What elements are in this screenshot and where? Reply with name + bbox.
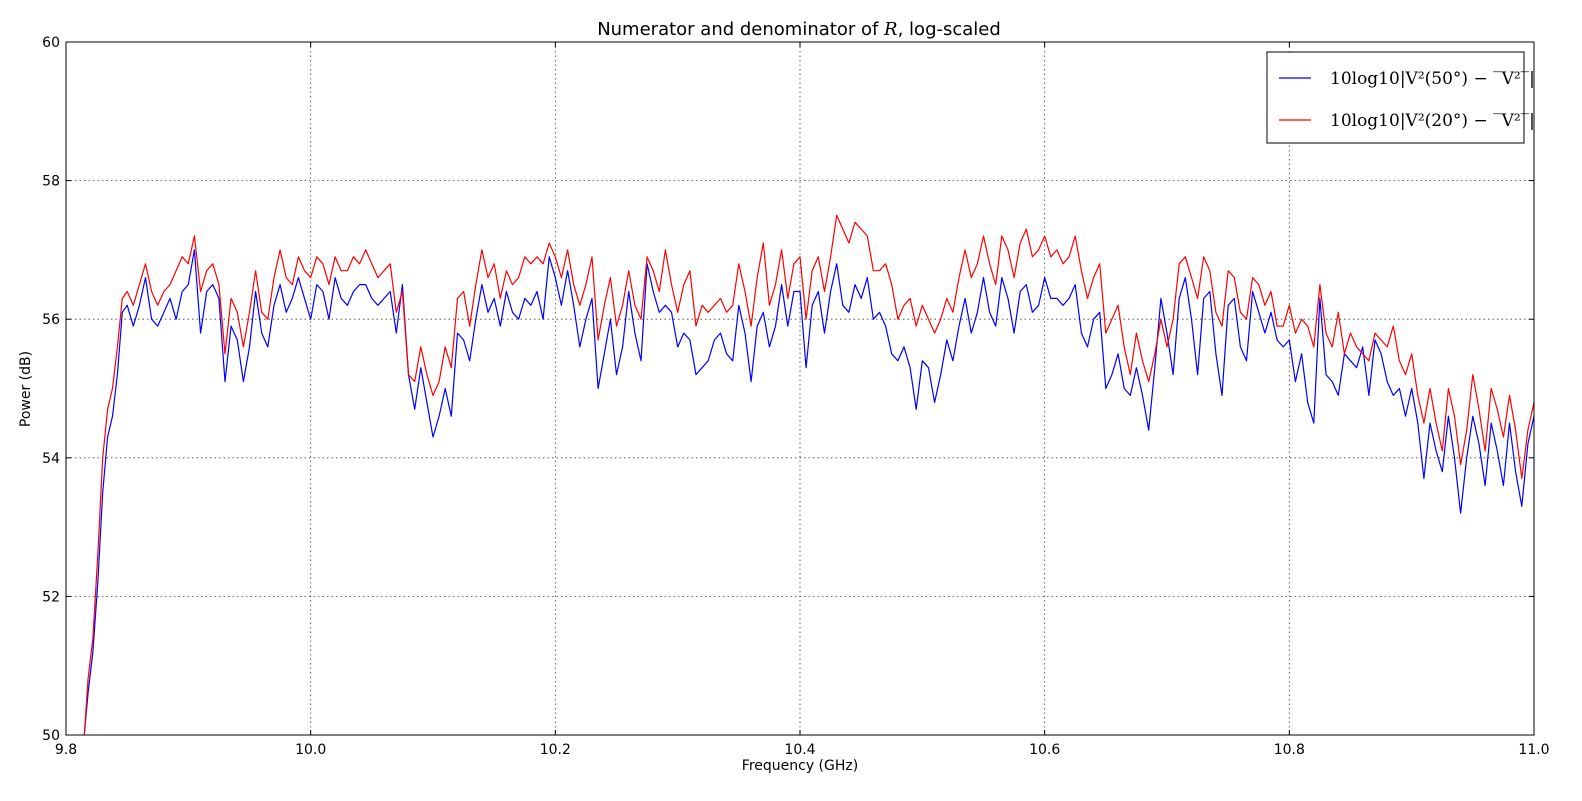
series-line-20deg: [83, 214, 1535, 736]
x-tick-label: 11.0: [1518, 742, 1549, 758]
legend: 10log10|V²(50°) − ‾V²‾| 10log10|V²(20°) …: [1266, 51, 1535, 144]
y-tick-label: 52: [42, 589, 60, 605]
y-axis-label: Power (dB): [18, 351, 34, 427]
legend-box: [1266, 51, 1525, 144]
chart-title: Numerator and denominator of R, log-scal…: [597, 19, 1001, 40]
series-layer: [83, 214, 1535, 736]
x-axis-label: Frequency (GHz): [742, 758, 858, 774]
y-tick-label: 60: [42, 35, 60, 51]
x-tick-label: 10.4: [784, 742, 815, 758]
y-tick-label: 56: [42, 312, 60, 328]
y-tick-label: 58: [42, 174, 60, 190]
x-tick-label: 9.8: [55, 742, 77, 758]
series-line-50deg: [83, 249, 1535, 736]
tick-layer: 9.8 10.0 10.2 10.4 10.6 10.8 11.0 50 52 54 56 58 60: [42, 35, 1549, 758]
y-tick-label: 50: [42, 728, 60, 744]
y-tick-label: 54: [42, 451, 60, 467]
x-tick-label: 10.0: [295, 742, 326, 758]
x-tick-label: 10.8: [1274, 742, 1305, 758]
legend-label-series-20: 10log10|V²(20°) − ‾V²‾|: [1330, 111, 1535, 131]
chart-title-suffix: , log-scaled: [898, 19, 1001, 40]
x-tick-label: 10.6: [1029, 742, 1060, 758]
chart-title-prefix: Numerator and denominator of: [597, 19, 884, 40]
chart-title-variable: R: [883, 19, 898, 40]
x-tick-label: 10.2: [540, 742, 571, 758]
legend-label-series-50: 10log10|V²(50°) − ‾V²‾|: [1330, 69, 1535, 89]
